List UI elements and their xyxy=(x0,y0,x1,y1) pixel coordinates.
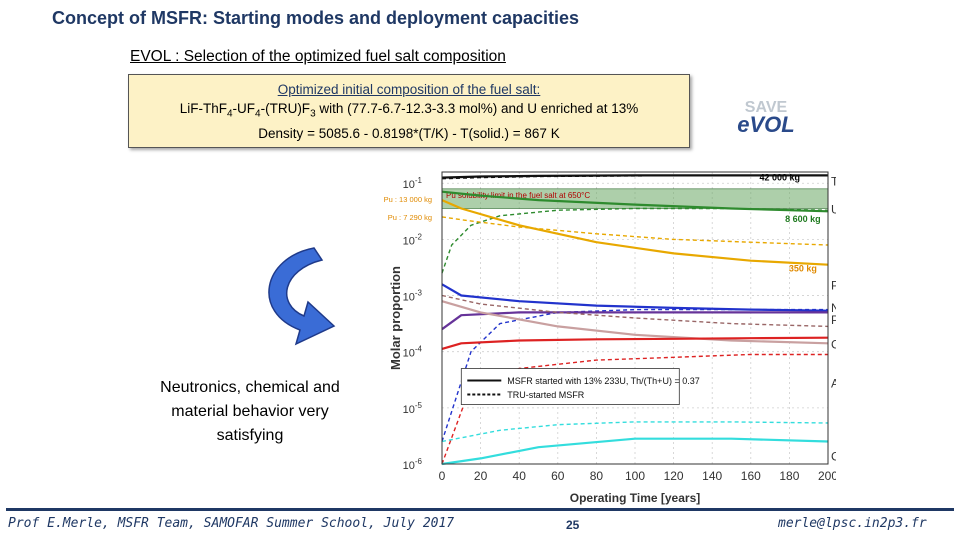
series-label: U xyxy=(831,203,836,217)
page-number: 25 xyxy=(566,518,580,532)
series-line-am xyxy=(441,336,829,350)
series-label: Cm xyxy=(831,337,836,351)
footer-author: Prof E.Merle, MSFR Team, SAMOFAR Summer … xyxy=(8,516,455,531)
y-tick-label: 10-1 xyxy=(403,176,423,191)
series-label: Np xyxy=(831,301,836,315)
footer-email: merle@lpsc.in2p3.fr xyxy=(778,516,927,531)
box-line-2: LiF-ThF4-UF4-(TRU)F3 with (77.7-6.7-12.3… xyxy=(179,101,639,120)
y-axis-label: Molar proportion xyxy=(388,266,403,370)
series-line-pu xyxy=(441,216,829,246)
series-line-u xyxy=(441,190,829,213)
conclusion-note: Neutronics, chemical and material behavi… xyxy=(160,379,340,444)
series-label: Am xyxy=(831,377,836,391)
x-tick-label: 160 xyxy=(741,469,761,483)
footer-divider xyxy=(6,508,954,511)
svg-text:SAVE: SAVE xyxy=(745,99,788,116)
y-tick-label: 10-2 xyxy=(403,232,423,247)
slide-subtitle: EVOL : Selection of the optimized fuel s… xyxy=(130,48,506,65)
x-tick-label: 140 xyxy=(702,469,722,483)
series-line-pu-tru xyxy=(441,199,829,266)
y-tick-label: 10-5 xyxy=(403,401,423,416)
x-tick-label: 0 xyxy=(439,469,446,483)
x-tick-label: 100 xyxy=(625,469,645,483)
slide-title: Concept of MSFR: Starting modes and depl… xyxy=(52,8,580,28)
x-tick-label: 80 xyxy=(590,469,604,483)
series-label: Th xyxy=(831,174,836,188)
evol-logo: SAVE eVOL xyxy=(737,99,794,137)
data-annotation: 350 kg xyxy=(789,263,817,273)
x-axis-label: Operating Time [years] xyxy=(570,491,701,505)
y-tick-label: 10-4 xyxy=(403,345,423,360)
box-line-3: Density = 5085.6 - 0.8198*(T/K) - T(soli… xyxy=(258,125,560,141)
series-line-u-tru xyxy=(441,207,829,274)
series-label: Cf xyxy=(831,450,836,464)
x-tick-label: 20 xyxy=(474,469,488,483)
series-line-cf xyxy=(441,437,829,466)
series-label: Pu xyxy=(831,278,836,292)
x-tick-label: 200 xyxy=(818,469,836,483)
y-tick-label: 10-6 xyxy=(403,457,423,472)
series-line-cf-tru xyxy=(441,421,829,443)
series-line-pa xyxy=(441,311,828,331)
x-tick-label: 180 xyxy=(779,469,799,483)
left-annotation: Pu : 7 290 kg xyxy=(388,213,432,222)
series-line-cm xyxy=(441,300,829,345)
fuel-composition-box: Optimized initial composition of the fue… xyxy=(128,74,690,148)
series-label: Pa xyxy=(831,313,836,327)
legend-label: MSFR started with 13% 233U, Th/(Th+U) = … xyxy=(507,376,699,386)
legend-box xyxy=(460,368,680,405)
x-tick-label: 120 xyxy=(664,469,684,483)
left-annotation: Pu : 13 000 kg xyxy=(384,195,432,204)
box-line-1: Optimized initial composition of the fue… xyxy=(277,82,541,97)
legend-label: TRU-started MSFR xyxy=(507,390,585,400)
plot-frame xyxy=(441,171,829,465)
series-line-am-tru xyxy=(441,353,828,465)
series-line-cm-tru xyxy=(441,294,829,328)
series-line-np-tru xyxy=(441,308,828,442)
molar-proportion-chart: Pu solubility limit in the fuel salt at … xyxy=(384,171,836,505)
x-tick-label: 40 xyxy=(513,469,527,483)
series-line-th xyxy=(441,174,828,179)
data-annotation: 8 600 kg xyxy=(785,214,821,224)
solubility-band-label: Pu solubility limit in the fuel salt at … xyxy=(446,191,590,200)
x-tick-label: 60 xyxy=(551,469,565,483)
curved-arrow-icon xyxy=(268,247,336,346)
y-tick-label: 10-3 xyxy=(403,289,423,304)
logo-text: eVOL xyxy=(737,112,794,137)
data-annotation: 42 000 kg xyxy=(759,172,800,182)
